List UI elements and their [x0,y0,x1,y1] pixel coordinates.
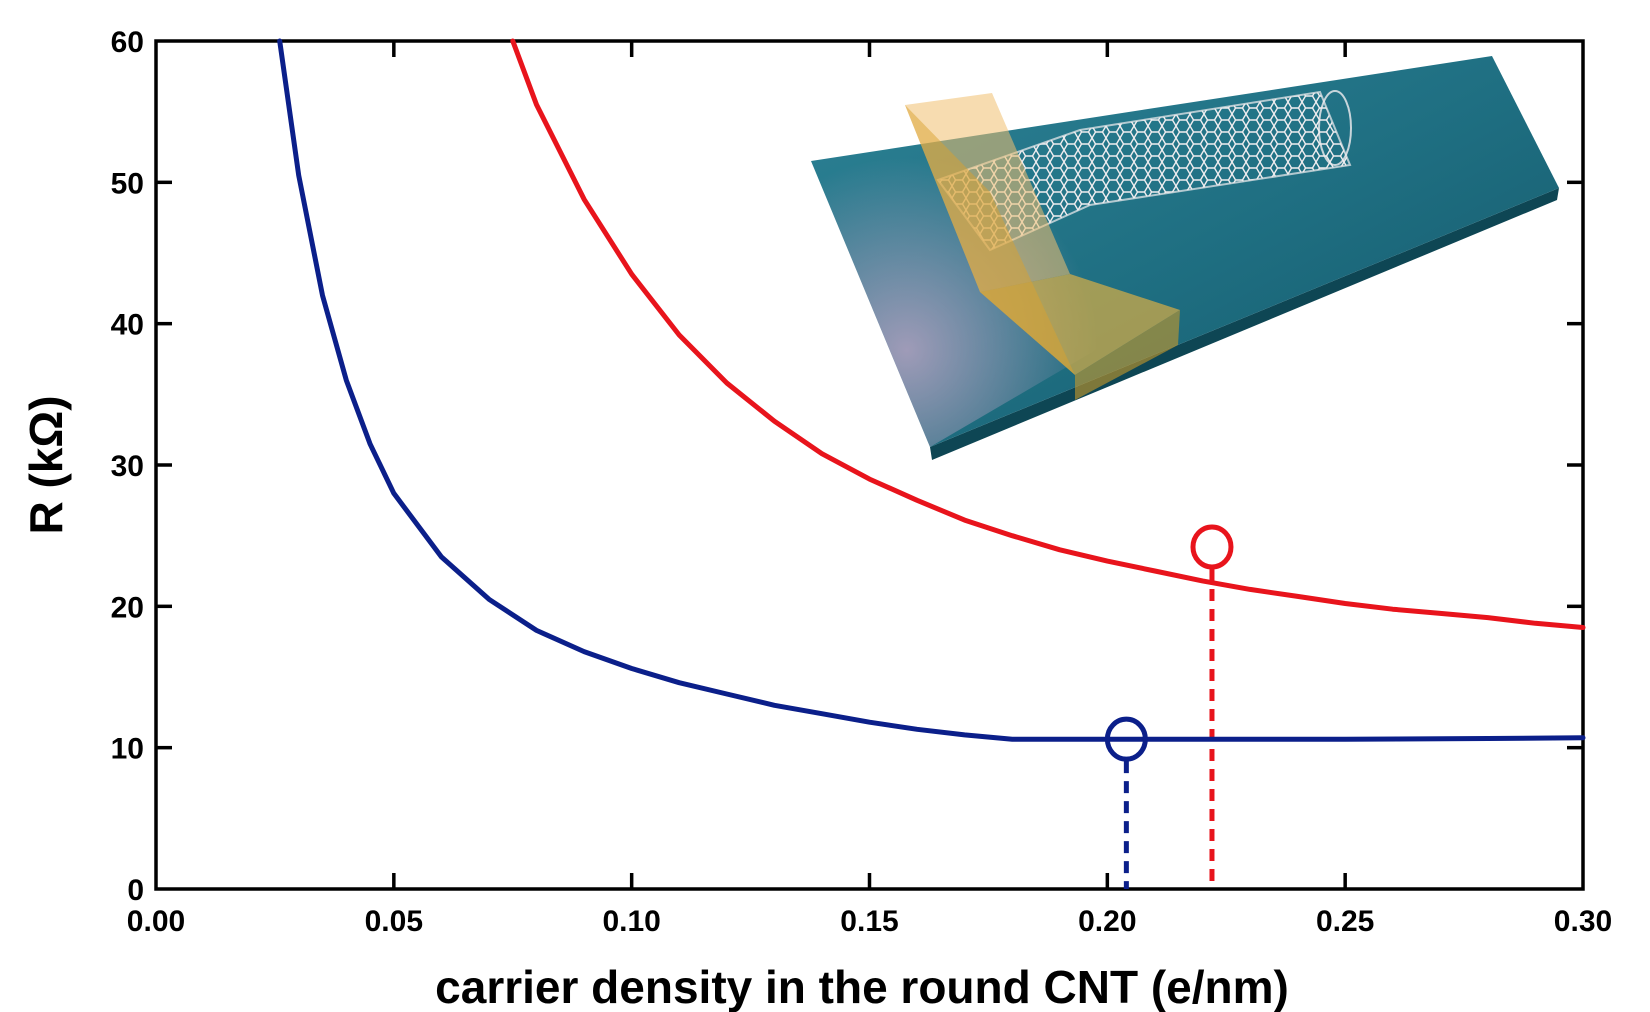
marker-circle-0 [1190,524,1234,570]
x-tick-label: 0.30 [1554,905,1612,938]
x-tick-label: 0.25 [1316,905,1374,938]
x-tick-label: 0.10 [602,905,660,938]
y-tick-label: 50 [111,167,144,200]
x-axis-label: carrier density in the round CNT (e/nm) [435,961,1289,1012]
guide-lines [1123,568,1215,889]
marker-circle-1 [1104,716,1148,762]
x-tick-label: 0.15 [840,905,898,938]
x-tick-label: 0.05 [365,905,423,938]
y-axis-label: R (kΩ) [20,395,72,534]
series-line-0 [510,38,1586,630]
series-layer [277,38,1586,742]
y-tick-label: 30 [111,450,144,483]
y-tick-label: 0 [127,874,144,907]
x-axis: 0.00 0.05 0.10 0.15 0.20 0.25 0.30 [127,41,1612,938]
y-tick-label: 10 [111,733,144,766]
marker-layer [1104,524,1234,762]
x-tick-label: 0.00 [127,905,185,938]
series-line-1 [277,38,1586,742]
y-tick-label: 20 [111,591,144,624]
x-tick-label: 0.20 [1078,905,1136,938]
electrode-icon [905,93,1180,400]
y-tick-label: 40 [111,309,144,342]
cnt-device-illustration [811,56,1559,460]
y-tick-label: 60 [111,26,144,59]
y-axis: 0 10 20 30 40 50 60 [111,26,1583,907]
